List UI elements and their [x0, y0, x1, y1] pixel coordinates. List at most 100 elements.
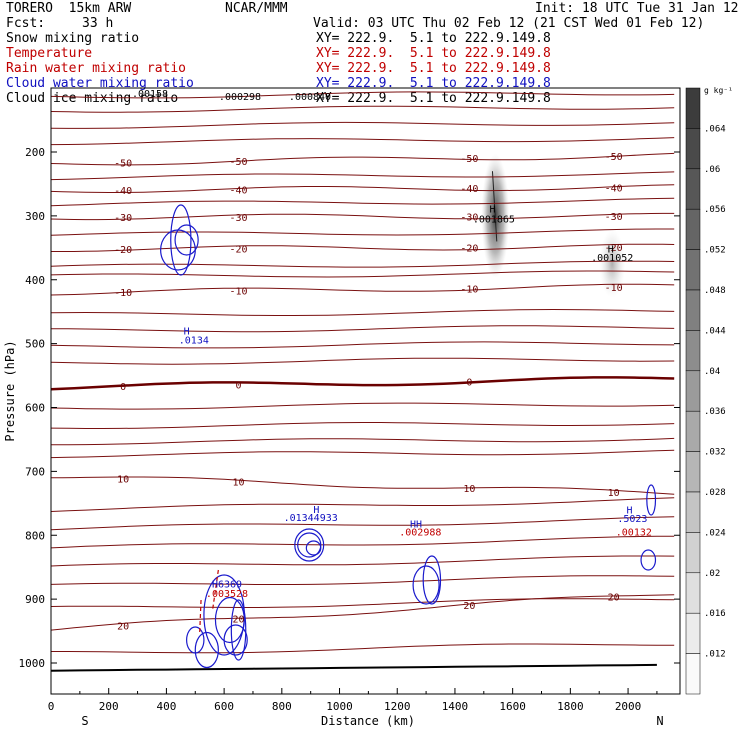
colorbar-tick-label: .032 [704, 448, 726, 458]
colorbar-tick-label: .016 [704, 609, 726, 619]
isotherm-label: 20 [117, 622, 129, 633]
isotherm-label: -10 [605, 283, 623, 294]
isotherm-line [51, 270, 675, 278]
colorbar-unit: g kg⁻¹ [704, 86, 733, 95]
isotherm-line [51, 516, 675, 531]
cloud-water-contour [203, 574, 245, 656]
isotherm-label: 0 [120, 382, 126, 393]
cloud-water-contour [170, 204, 192, 276]
isotherm-line [51, 91, 675, 99]
maximum-label: .01344933 [284, 513, 338, 524]
legend-cloudwater-xy: XY= 222.9. 5.1 to 222.9.149.8 [316, 76, 551, 91]
maximum-label: H [184, 327, 190, 338]
colorbar-swatch [685, 87, 701, 129]
isotherm-line [51, 228, 675, 236]
isotherm-0 [51, 376, 675, 391]
maximum-label: H [608, 244, 614, 255]
x-tick-label: 800 [272, 700, 292, 713]
colorbar-tick-label: .02 [704, 569, 720, 579]
isotherm-line [51, 341, 675, 349]
isotherm-label: -30 [230, 213, 248, 224]
maximum-label: .001052 [591, 253, 633, 264]
maximum-label: HH [410, 520, 422, 531]
isotherm-10 [51, 476, 675, 495]
x-tick-label: 200 [99, 700, 119, 713]
isotherm-label: -10 [460, 284, 478, 295]
isotherm-line [51, 575, 675, 585]
y-tick-label: 900 [25, 593, 45, 606]
colorbar-tick-label: .036 [704, 407, 726, 417]
cloud-water-contour [194, 631, 219, 669]
plot-area [51, 91, 675, 672]
legend-temperature-xy: XY= 222.9. 5.1 to 222.9.149.8 [316, 46, 551, 61]
top-label: .00158 [132, 89, 168, 100]
maximum-label: .003528 [206, 589, 248, 600]
plot-frame [50, 87, 681, 695]
colorbar-tick-label: .04 [704, 367, 720, 377]
isotherm-lines [51, 91, 675, 672]
cloud-water-contours [160, 204, 657, 669]
ground-line [51, 663, 657, 672]
x-axis: 0 200 400 600 800 1000 1200 1400 1600 1800 2000 [48, 688, 658, 713]
y-axis-label: Pressure (hPa) [3, 340, 17, 441]
colorbar-swatch [685, 128, 701, 170]
isotherm-line [51, 260, 675, 268]
org-title: NCAR/MMM [225, 1, 288, 16]
isotherm-line [51, 197, 675, 207]
legend-snow-name: Snow mixing ratio [6, 31, 140, 46]
legend-snow-xy: XY= 222.9. 5.1 to 222.9.149.8 [316, 31, 551, 46]
x-tick-label: 1800 [557, 700, 584, 713]
top-label: .000298 [219, 92, 261, 103]
top-label: .000840 [289, 92, 331, 103]
x-axis-label: Distance (km) [321, 714, 415, 728]
snow-core-contour [491, 171, 498, 242]
isotherm--50 [51, 152, 675, 166]
cloud-water-contour [422, 555, 442, 605]
colorbar-swatch [685, 249, 701, 291]
isotherm--20 [51, 243, 675, 252]
isotherm-line [51, 555, 675, 567]
isotherm-line [51, 308, 675, 316]
colorbar-swatch [685, 208, 701, 250]
y-tick-label: 300 [25, 210, 45, 223]
isotherm-label: -40 [114, 186, 132, 197]
isotherm-line [51, 535, 675, 549]
maximum-label: .001865 [473, 214, 515, 225]
x-tick-label: 400 [156, 700, 176, 713]
colorbar-swatch [685, 370, 701, 412]
colorbar-swatch [685, 330, 701, 372]
isotherm--10 [51, 283, 675, 296]
isotherm-line [51, 437, 675, 446]
colorbar-tick-label: .028 [704, 488, 726, 498]
y-tick-label: 400 [25, 274, 45, 287]
init-time: Init: 18 UTC Tue 31 Jan 12 [535, 1, 739, 16]
x-tick-label: 2000 [615, 700, 642, 713]
isotherm-label: -50 [605, 152, 623, 163]
isotherm-line [51, 497, 675, 512]
colorbar-swatch [685, 572, 701, 614]
colorbar-swatch [685, 491, 701, 533]
cloud-water-contour [305, 540, 322, 556]
maximum-label: H [626, 506, 632, 517]
x-tick-label: 1600 [499, 700, 526, 713]
isotherm-label: -20 [114, 245, 132, 256]
isotherm-line [51, 449, 675, 459]
cloud-water-contour [412, 565, 440, 605]
isotherm-label: 10 [117, 474, 129, 485]
snow-shading [481, 153, 626, 298]
x-tick-label: 600 [214, 700, 234, 713]
colorbar-tick-label: .024 [704, 528, 726, 538]
colorbar-swatch [685, 289, 701, 331]
colorbar-swatch [685, 653, 701, 695]
colorbar-tick-label: .044 [704, 326, 726, 336]
isotherm-label: -20 [230, 244, 248, 255]
legend-rain-name: Rain water mixing ratio [6, 61, 187, 76]
isotherm-label: 20 [608, 593, 620, 604]
top-labels: .00158 .000298 .000840 [132, 89, 331, 103]
legend-temperature-name: Temperature [6, 46, 93, 61]
legend-cloudice-xy: XY= 222.9. 5.1 to 222.9.149.8 [316, 91, 551, 106]
x-tick-label: 1000 [326, 700, 353, 713]
maximum-label: H [489, 205, 495, 216]
